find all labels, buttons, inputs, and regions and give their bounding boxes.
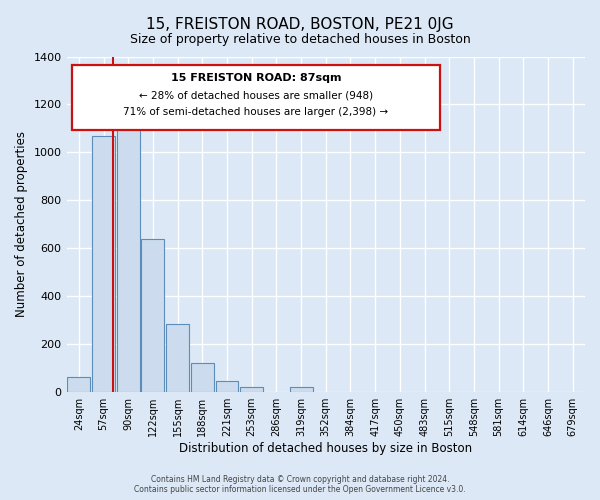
Bar: [67, 376, 91, 392]
X-axis label: Distribution of detached houses by size in Boston: Distribution of detached houses by size …: [179, 442, 472, 455]
Bar: [117, 115, 140, 392]
Text: Contains HM Land Registry data © Crown copyright and database right 2024.
Contai: Contains HM Land Registry data © Crown c…: [134, 474, 466, 494]
Bar: [290, 388, 313, 392]
Text: 15, FREISTON ROAD, BOSTON, PE21 0JG: 15, FREISTON ROAD, BOSTON, PE21 0JG: [146, 18, 454, 32]
Text: ← 28% of detached houses are smaller (948): ← 28% of detached houses are smaller (94…: [139, 90, 373, 100]
Bar: [215, 380, 238, 392]
Bar: [142, 239, 164, 392]
Text: Size of property relative to detached houses in Boston: Size of property relative to detached ho…: [130, 32, 470, 46]
Text: 15 FREISTON ROAD: 87sqm: 15 FREISTON ROAD: 87sqm: [170, 74, 341, 84]
FancyBboxPatch shape: [72, 65, 440, 130]
Text: 71% of semi-detached houses are larger (2,398) →: 71% of semi-detached houses are larger (…: [123, 107, 388, 117]
Bar: [191, 364, 214, 392]
Bar: [240, 388, 263, 392]
Bar: [166, 324, 189, 392]
Bar: [92, 136, 115, 392]
Y-axis label: Number of detached properties: Number of detached properties: [15, 132, 28, 318]
